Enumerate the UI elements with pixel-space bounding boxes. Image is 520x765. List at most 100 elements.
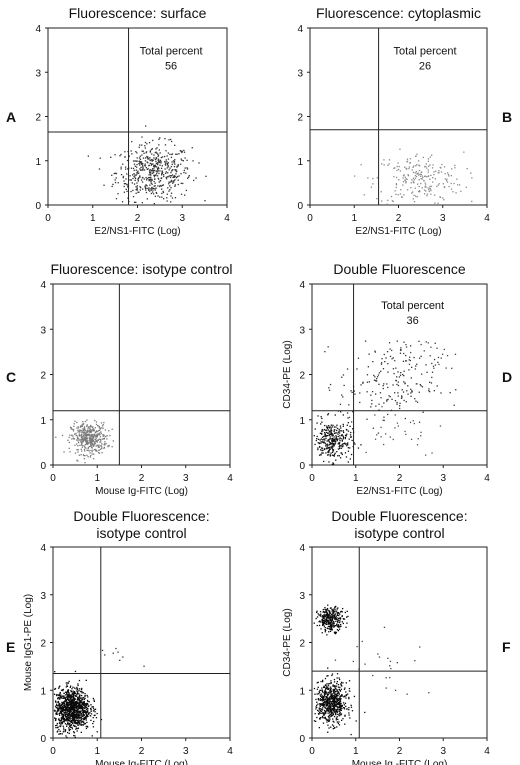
data-point — [343, 696, 345, 698]
data-point — [376, 198, 378, 200]
data-point — [170, 201, 172, 203]
data-point — [81, 425, 83, 427]
data-point — [335, 717, 338, 719]
data-point — [412, 171, 415, 174]
data-point — [81, 687, 83, 690]
data-point — [330, 705, 332, 707]
data-point — [336, 608, 338, 610]
data-point — [330, 690, 333, 693]
data-point — [102, 424, 104, 426]
data-point — [342, 445, 344, 447]
data-point — [330, 628, 332, 631]
data-point — [68, 696, 70, 698]
data-point — [77, 714, 80, 716]
data-point — [168, 169, 170, 171]
data-point — [88, 713, 90, 715]
data-point — [404, 417, 406, 420]
data-point — [86, 454, 88, 456]
data-point — [92, 706, 94, 708]
data-point — [69, 715, 71, 717]
data-point — [121, 201, 124, 203]
data-point — [151, 183, 153, 185]
data-point — [348, 404, 350, 406]
data-point — [387, 413, 389, 416]
data-point — [376, 434, 378, 436]
data-point — [392, 438, 394, 441]
data-point — [320, 693, 323, 695]
data-point — [346, 443, 348, 445]
panel-letter: B — [502, 109, 512, 125]
data-point — [326, 710, 328, 712]
data-point — [329, 613, 331, 615]
data-point — [66, 704, 68, 707]
data-point — [339, 699, 342, 701]
data-point — [80, 429, 82, 432]
data-point — [331, 442, 333, 445]
data-point — [71, 694, 73, 696]
data-point — [54, 687, 57, 690]
data-point — [406, 161, 408, 163]
data-point — [67, 694, 70, 697]
data-point — [328, 447, 330, 449]
data-point — [420, 182, 422, 185]
data-point — [340, 704, 342, 707]
data-point — [337, 431, 340, 433]
data-point — [152, 171, 154, 174]
data-point — [103, 447, 105, 449]
data-point — [85, 727, 88, 730]
data-point — [69, 695, 71, 697]
data-point — [156, 152, 158, 154]
data-point — [67, 714, 69, 716]
data-point — [330, 695, 332, 697]
data-point — [175, 177, 177, 179]
data-point — [327, 704, 329, 706]
data-point — [324, 631, 326, 633]
data-point — [86, 419, 88, 421]
data-point — [74, 725, 76, 727]
data-point — [329, 691, 331, 694]
data-point — [403, 341, 405, 343]
data-point — [328, 387, 330, 389]
data-point — [367, 366, 369, 368]
data-point — [83, 721, 85, 723]
data-point — [329, 448, 331, 450]
data-point — [61, 722, 63, 724]
data-point — [72, 718, 74, 720]
data-point — [335, 719, 337, 721]
data-point — [319, 439, 321, 441]
data-point — [92, 430, 94, 432]
data-point — [446, 180, 448, 182]
data-point — [75, 704, 77, 706]
data-point — [133, 173, 135, 175]
data-point — [90, 444, 92, 446]
data-point — [65, 696, 67, 698]
data-point — [339, 613, 341, 615]
data-point — [157, 159, 159, 161]
data-point — [155, 191, 157, 194]
data-point — [325, 619, 328, 621]
data-point — [141, 144, 143, 146]
data-point — [171, 180, 173, 182]
data-point — [94, 419, 96, 422]
data-point — [146, 155, 148, 158]
x-tick-label: 4 — [227, 746, 233, 757]
data-point — [320, 707, 322, 710]
data-point — [332, 693, 334, 695]
data-point — [62, 701, 65, 703]
data-point — [411, 192, 413, 194]
data-point — [74, 698, 76, 700]
data-point — [111, 185, 113, 188]
data-point — [416, 401, 419, 403]
data-point — [332, 437, 334, 440]
data-point — [333, 725, 335, 727]
data-point — [171, 170, 173, 172]
data-point — [87, 705, 90, 708]
data-point — [336, 705, 338, 708]
data-point — [156, 162, 158, 164]
data-point — [316, 611, 318, 613]
data-point — [169, 181, 171, 183]
data-point — [129, 179, 131, 181]
data-point — [412, 191, 414, 193]
data-point — [344, 452, 347, 454]
data-point — [71, 700, 73, 702]
